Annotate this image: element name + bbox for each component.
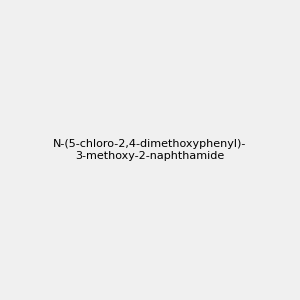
Text: N-(5-chloro-2,4-dimethoxyphenyl)-
3-methoxy-2-naphthamide: N-(5-chloro-2,4-dimethoxyphenyl)- 3-meth… [53, 139, 247, 161]
